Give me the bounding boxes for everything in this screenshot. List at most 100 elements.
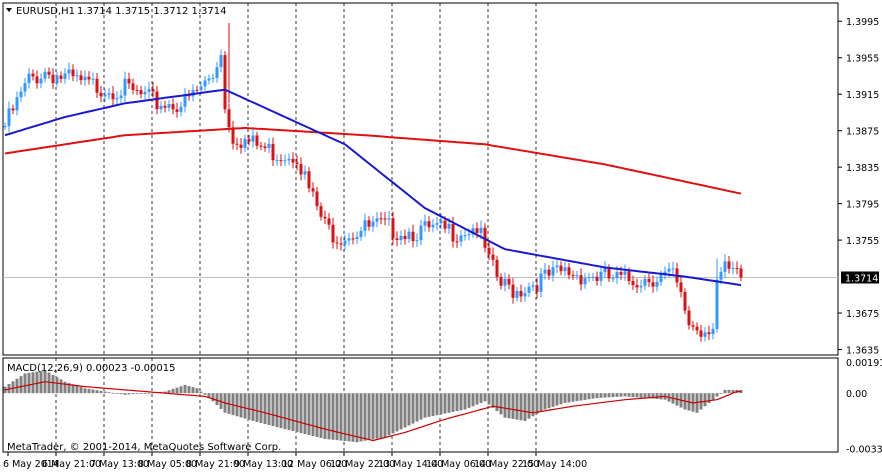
macd-bar (315, 393, 319, 437)
candle-body (655, 281, 659, 287)
candle-body (527, 286, 531, 293)
symbol-dropdown-icon[interactable] (6, 8, 12, 12)
macd-bar (367, 393, 371, 441)
candle-body (511, 284, 515, 298)
candle-body (115, 97, 119, 100)
macd-bar (731, 389, 735, 394)
macd-bar (703, 393, 707, 407)
macd-bar (563, 393, 567, 403)
macd-bar (551, 393, 555, 407)
candle-body (571, 275, 575, 277)
macd-bar (115, 393, 119, 394)
candle-body (107, 93, 111, 95)
candle-body (707, 332, 711, 335)
macd-bar (323, 393, 327, 439)
macd-tick-label: -0.00339 (846, 445, 882, 456)
macd-bar (351, 393, 355, 442)
candle-body (391, 218, 395, 239)
candle-body (607, 267, 611, 279)
price-axis: 1.3995 1.3955 1.3915 1.3875 1.3835 1.3795 1.37… (838, 17, 879, 357)
price-tick-label: 1.3795 (846, 200, 879, 211)
candle-body (7, 108, 11, 127)
candle-body (411, 231, 415, 242)
candle-body (407, 231, 411, 240)
candle-body (491, 254, 495, 260)
candle-body (127, 78, 131, 84)
candle-body (415, 240, 419, 242)
candle-body (327, 218, 331, 225)
macd-bar (463, 393, 467, 410)
time-tick-label: 15 May 14:00 (522, 459, 587, 470)
candle-body (487, 247, 491, 255)
candle-body (59, 75, 63, 79)
candle-body (119, 95, 123, 98)
candle-body (63, 73, 67, 79)
macd-bar (243, 393, 247, 419)
copyright-text: MetaTrader, © 2001-2014, MetaQuotes Soft… (7, 442, 281, 453)
macd-bar (427, 393, 431, 417)
macd-bar (535, 393, 539, 415)
candle-body (631, 281, 635, 286)
macd-bar (211, 393, 215, 402)
price-tick-label: 1.3875 (846, 127, 879, 138)
macd-bar (239, 393, 243, 418)
macd-bar (119, 393, 123, 395)
candle-body (271, 143, 275, 161)
macd-bar (495, 393, 499, 412)
macd-bar (451, 393, 455, 412)
candle-body (499, 276, 503, 286)
candle-body (443, 220, 447, 229)
candle-body (139, 90, 143, 95)
candle-body (547, 269, 551, 276)
macd-bar (403, 393, 407, 428)
macd-bar (539, 393, 543, 412)
macd-bar (395, 393, 399, 432)
macd-bar (571, 393, 575, 402)
candle-body (179, 106, 183, 112)
candle-body (591, 276, 595, 278)
candle-body (663, 271, 667, 275)
macd-bar (491, 393, 495, 408)
candle-body (587, 277, 591, 279)
macd-bar (615, 393, 619, 397)
candle-body (207, 78, 211, 81)
candle-body (475, 228, 479, 233)
macd-bar (435, 393, 439, 416)
candle-body (543, 269, 547, 274)
macd-bar (55, 377, 59, 394)
candle-body (615, 272, 619, 279)
candle-body (299, 164, 303, 175)
macd-bar (387, 393, 391, 436)
candle-body (167, 104, 171, 108)
macd-bar (23, 373, 27, 394)
candle-body (423, 221, 427, 226)
candle-body (551, 267, 555, 276)
macd-bar (471, 393, 475, 407)
candle-body (171, 104, 175, 110)
candle-body (331, 224, 335, 243)
macd-bar (151, 392, 155, 394)
candle-body (483, 227, 487, 248)
candle-body (47, 71, 51, 75)
candle-body (335, 242, 339, 244)
macd-bar (275, 393, 279, 428)
macd-bar (519, 393, 523, 421)
candle-body (235, 143, 239, 145)
macd-bar (343, 393, 347, 441)
candle-body (103, 94, 107, 97)
macd-bar (71, 384, 75, 394)
price-chart-frame[interactable] (2, 2, 839, 356)
macd-bar (79, 386, 83, 394)
time-tick-label: 12 May 22:00 (330, 459, 395, 470)
macd-bar (475, 393, 479, 405)
price-tick-label: 1.3995 (846, 17, 879, 28)
candle-body (27, 73, 31, 84)
candle-body (507, 278, 511, 285)
macd-bar (727, 389, 731, 394)
macd-bar (631, 393, 635, 398)
candle-body (323, 216, 327, 219)
macd-bar (191, 387, 195, 394)
candle-body (383, 218, 387, 220)
macd-bar (423, 393, 427, 418)
